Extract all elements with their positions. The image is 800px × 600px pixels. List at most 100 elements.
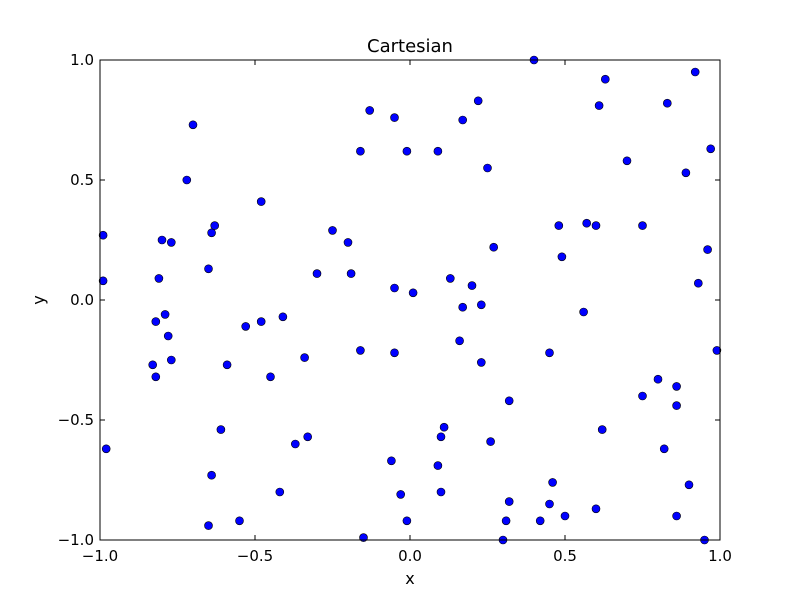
data-point bbox=[328, 226, 337, 235]
data-point bbox=[467, 281, 477, 290]
data-point bbox=[662, 98, 672, 108]
data-point bbox=[436, 487, 446, 497]
data-point bbox=[312, 269, 322, 278]
data-point bbox=[476, 300, 486, 310]
data-point bbox=[204, 521, 213, 530]
data-point bbox=[210, 221, 219, 230]
data-point bbox=[653, 374, 663, 384]
data-point bbox=[408, 288, 418, 298]
data-point bbox=[148, 360, 157, 370]
data-point bbox=[638, 391, 647, 401]
data-point bbox=[303, 432, 313, 442]
data-point bbox=[207, 470, 216, 480]
data-point bbox=[151, 317, 161, 326]
data-point bbox=[167, 355, 176, 365]
data-point bbox=[343, 238, 353, 247]
data-point bbox=[151, 372, 161, 382]
data-point bbox=[597, 425, 607, 434]
data-point bbox=[458, 302, 468, 312]
data-point bbox=[101, 444, 111, 454]
y-tick-label: −0.5 bbox=[58, 411, 94, 429]
data-point bbox=[684, 480, 694, 490]
data-point bbox=[396, 490, 406, 499]
data-point bbox=[402, 516, 412, 526]
data-point bbox=[594, 101, 604, 110]
y-axis-label: y bbox=[29, 295, 48, 304]
x-tick-label: 0.5 bbox=[553, 547, 577, 565]
data-point bbox=[486, 437, 495, 446]
data-point bbox=[672, 382, 681, 391]
data-point bbox=[706, 144, 716, 154]
data-point bbox=[433, 461, 443, 470]
data-point bbox=[157, 235, 167, 245]
x-tick-label: 1.0 bbox=[708, 547, 732, 565]
data-point bbox=[693, 278, 703, 288]
data-point bbox=[600, 74, 610, 84]
data-point bbox=[365, 106, 375, 115]
y-tick-label: −1.0 bbox=[58, 531, 94, 549]
data-point bbox=[672, 401, 681, 410]
data-point bbox=[458, 115, 468, 125]
data-point bbox=[241, 322, 250, 331]
data-point bbox=[346, 269, 356, 278]
data-point bbox=[356, 146, 365, 156]
data-point bbox=[554, 221, 564, 230]
data-point bbox=[275, 487, 285, 497]
x-tick-label: −1.0 bbox=[82, 547, 118, 565]
data-point bbox=[390, 283, 399, 293]
data-point bbox=[278, 312, 288, 322]
data-points bbox=[98, 55, 722, 545]
x-tick-label: 0.0 bbox=[398, 547, 422, 565]
data-point bbox=[402, 146, 412, 156]
data-point bbox=[672, 511, 681, 521]
data-point bbox=[476, 358, 486, 367]
data-point bbox=[545, 348, 554, 358]
data-point bbox=[160, 310, 170, 319]
data-point bbox=[154, 274, 164, 283]
data-point bbox=[98, 230, 108, 240]
data-point bbox=[390, 113, 399, 122]
data-point bbox=[445, 274, 455, 283]
data-point bbox=[356, 346, 365, 355]
data-point bbox=[712, 346, 722, 355]
data-point bbox=[207, 228, 216, 238]
data-point bbox=[582, 218, 592, 228]
data-point bbox=[204, 264, 213, 274]
plot-frame bbox=[99, 59, 721, 541]
y-tick-label: 0.5 bbox=[70, 171, 94, 189]
data-point bbox=[703, 245, 712, 254]
data-point bbox=[216, 425, 226, 434]
data-point bbox=[163, 331, 173, 341]
data-point bbox=[290, 439, 300, 449]
data-point bbox=[266, 372, 275, 382]
data-point bbox=[436, 432, 446, 442]
data-point bbox=[560, 511, 570, 521]
data-point bbox=[557, 252, 567, 262]
data-point bbox=[548, 478, 557, 487]
data-point bbox=[535, 516, 545, 526]
data-point bbox=[256, 317, 266, 326]
data-point bbox=[504, 396, 514, 406]
data-point bbox=[489, 242, 499, 252]
data-point bbox=[579, 307, 588, 317]
chart-title: Cartesian bbox=[367, 36, 453, 57]
data-point bbox=[483, 163, 492, 173]
data-point bbox=[433, 146, 443, 156]
data-point bbox=[256, 197, 266, 206]
x-axis-label: x bbox=[405, 569, 414, 588]
data-point bbox=[591, 221, 601, 230]
data-point bbox=[681, 168, 691, 178]
data-point bbox=[504, 497, 514, 506]
data-point bbox=[387, 456, 396, 466]
data-point bbox=[622, 156, 632, 166]
data-point bbox=[455, 336, 464, 346]
data-point bbox=[300, 353, 309, 362]
y-tick-label: 1.0 bbox=[70, 51, 94, 69]
data-point bbox=[659, 444, 669, 454]
data-point bbox=[167, 238, 176, 247]
axis-ticks: −1.0 −0.5 0.0 0.5 1.0 −1.0 −0.5 0.0 0.5 1.0 bbox=[58, 51, 732, 565]
data-point bbox=[545, 499, 554, 509]
data-point bbox=[638, 221, 647, 230]
y-tick-label: 0.0 bbox=[70, 291, 94, 309]
